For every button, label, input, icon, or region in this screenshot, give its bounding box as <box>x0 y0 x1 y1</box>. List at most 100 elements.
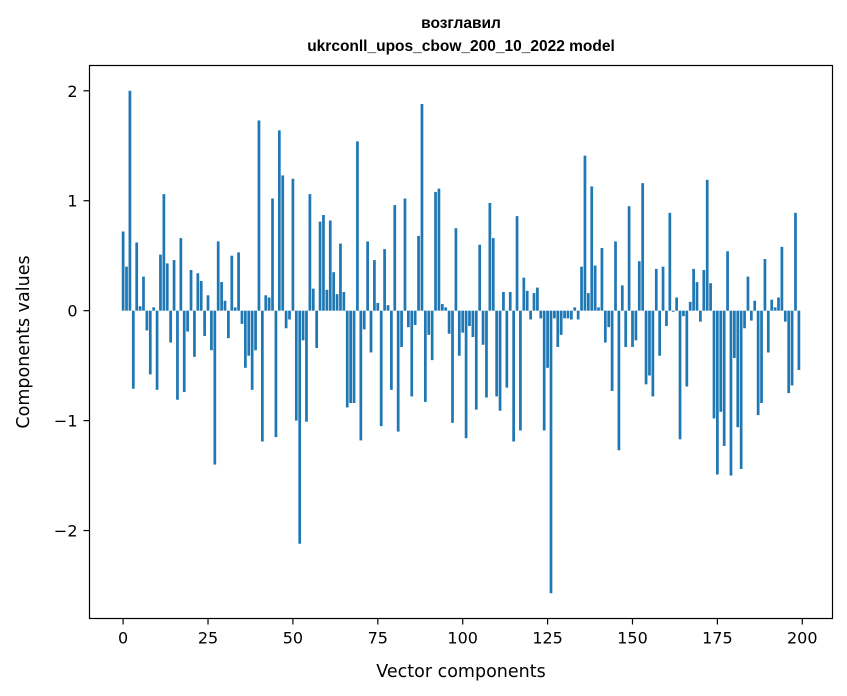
bar-component-66 <box>345 310 349 408</box>
y-tick-label: −1 <box>54 412 78 431</box>
bar-component-156 <box>651 310 655 397</box>
bar-component-43 <box>267 297 271 311</box>
bar-component-48 <box>284 310 288 329</box>
bar-component-18 <box>182 310 186 393</box>
bar-component-34 <box>237 252 240 311</box>
bar-component-140 <box>597 307 600 311</box>
bar-component-115 <box>512 310 515 442</box>
bar-component-29 <box>220 282 223 311</box>
bar-component-105 <box>478 244 482 311</box>
bar-component-126 <box>549 310 553 594</box>
bar-component-88 <box>420 103 424 311</box>
bar-component-128 <box>556 310 560 347</box>
bar-component-50 <box>291 178 295 311</box>
bar-component-75 <box>376 302 380 311</box>
bar-component-42 <box>264 295 268 311</box>
bar-component-20 <box>189 269 193 311</box>
bar-component-11 <box>159 254 162 311</box>
bar-component-0 <box>121 231 125 311</box>
chart-title-line1: возглавил <box>421 15 501 32</box>
bar-component-10 <box>155 310 159 390</box>
bar-component-199 <box>797 310 801 371</box>
y-tick-label: −2 <box>54 522 78 541</box>
bar-component-96 <box>447 310 451 334</box>
bar-component-2 <box>128 90 132 311</box>
bar-component-27 <box>213 310 217 465</box>
bar-component-72 <box>366 241 369 311</box>
bar-component-94 <box>440 304 444 311</box>
bar-component-69 <box>356 141 359 311</box>
bar-component-155 <box>648 310 651 376</box>
bar-component-17 <box>179 238 183 311</box>
bar-component-53 <box>301 310 305 341</box>
bar-component-159 <box>661 266 665 311</box>
bar-component-193 <box>777 297 780 311</box>
bar-component-70 <box>359 310 363 441</box>
bar-component-98 <box>454 228 458 311</box>
bar-component-92 <box>434 191 437 311</box>
bar-component-86 <box>413 310 417 325</box>
bar-component-37 <box>247 310 251 356</box>
bar-component-171 <box>702 269 706 311</box>
bar-component-152 <box>637 261 641 311</box>
bar-component-179 <box>729 310 733 476</box>
bar-component-15 <box>172 260 176 311</box>
x-axis-ticks: 0 25 50 75 100 125 150 175 200 <box>118 618 818 648</box>
bar-component-198 <box>794 212 797 311</box>
bar-component-192 <box>773 307 777 311</box>
bar-component-65 <box>342 291 346 311</box>
bar-component-163 <box>675 297 678 311</box>
bar-component-31 <box>227 310 230 339</box>
bar-component-178 <box>726 251 729 311</box>
bar-component-19 <box>186 310 189 332</box>
bar-component-117 <box>519 310 522 431</box>
plot-frame <box>88 64 834 620</box>
bar-component-153 <box>641 183 645 311</box>
bar-component-71 <box>362 310 366 330</box>
bar-component-185 <box>749 310 753 321</box>
bar-component-45 <box>274 310 278 438</box>
bar-component-52 <box>298 310 302 544</box>
bar-component-77 <box>383 249 386 311</box>
bar-component-172 <box>705 179 709 311</box>
bar-component-22 <box>196 273 200 311</box>
bar-component-135 <box>580 266 583 311</box>
bar-component-60 <box>325 289 329 311</box>
y-tick-label: 0 <box>67 302 77 321</box>
bar-component-181 <box>736 310 740 428</box>
bar-component-102 <box>468 310 471 327</box>
bar-component-89 <box>423 310 427 402</box>
x-tick-label: 25 <box>198 629 218 648</box>
bar-component-175 <box>716 310 719 475</box>
bar-component-121 <box>532 293 536 311</box>
bar-component-150 <box>631 310 634 347</box>
bar-component-118 <box>522 277 526 311</box>
bar-component-157 <box>654 268 658 311</box>
bar-component-122 <box>536 287 539 311</box>
bar-component-3 <box>131 310 135 389</box>
bar-component-116 <box>515 216 519 311</box>
bar-component-177 <box>722 310 726 446</box>
bar-component-120 <box>529 310 532 320</box>
bar-component-84 <box>407 310 410 328</box>
bar-component-14 <box>169 310 173 343</box>
bar-component-195 <box>783 310 787 322</box>
bar-component-49 <box>288 310 291 320</box>
bar-component-166 <box>685 310 689 387</box>
bar-component-8 <box>148 310 152 375</box>
bar-component-170 <box>699 310 702 322</box>
bar-component-125 <box>546 310 549 368</box>
bar-component-87 <box>417 235 420 311</box>
bar-component-100 <box>461 310 465 333</box>
bar-component-138 <box>590 186 594 311</box>
bar-component-147 <box>620 285 624 311</box>
chart-title-line2: ukrconll_upos_cbow_200_10_2022 model <box>307 38 615 55</box>
bar-component-33 <box>233 307 237 311</box>
bar-component-131 <box>566 310 570 319</box>
bar-component-182 <box>739 310 743 469</box>
bar-component-61 <box>328 220 332 311</box>
bar-component-136 <box>583 155 587 311</box>
x-tick-label: 200 <box>787 629 818 648</box>
bar-component-130 <box>563 310 566 319</box>
